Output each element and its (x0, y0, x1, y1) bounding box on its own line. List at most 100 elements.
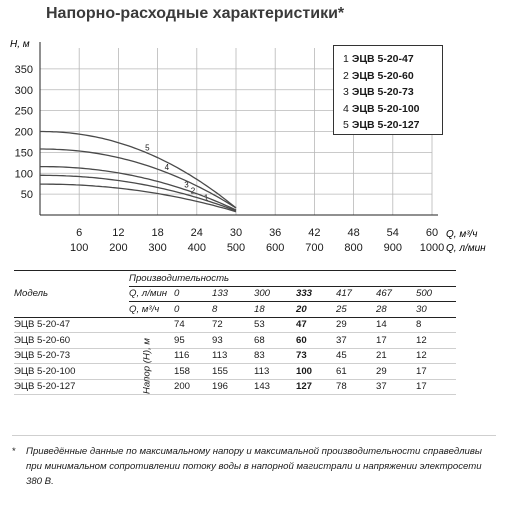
legend-number: 5 (343, 119, 349, 131)
legend-number: 1 (343, 53, 349, 65)
table-cell: 500 (416, 285, 456, 302)
table-cell: 333 (296, 285, 336, 302)
table-head-label: Напор (Н), м (141, 338, 153, 394)
table-cell: 83 (254, 348, 296, 364)
x-tick-label-m3h: 24 (191, 227, 203, 239)
table-cell: 8 (212, 301, 254, 318)
table-q-m3h-label: Q, м³/ч (129, 301, 174, 318)
table-cell: 417 (336, 285, 376, 302)
table-cell: 467 (376, 285, 416, 302)
table-cell: 29 (376, 363, 416, 380)
table-cell: 14 (376, 317, 416, 333)
curve-line (40, 174, 237, 212)
curve-label: 3 (184, 180, 189, 189)
y-tick-label: 300 (15, 85, 33, 97)
table-cell: 8 (416, 317, 456, 333)
table-cell: 200 (174, 379, 212, 395)
curve-label: 1 (204, 194, 209, 203)
x-tick-label-m3h: 12 (112, 227, 124, 239)
table-row: ЭЦВ 5-20-100 158 155 113 100 61 29 17 (14, 363, 456, 380)
y-tick-label: 50 (21, 189, 33, 201)
page-title: Напорно-расходные характеристики* (46, 5, 345, 22)
legend-item: 5 ЭЦВ 5-20-127 (343, 117, 442, 134)
table-cell: 17 (416, 363, 456, 380)
curve-line (40, 183, 237, 213)
table-cell: 12 (416, 332, 456, 349)
legend-label: ЭЦВ 5-20-73 (351, 86, 414, 98)
table-row: ЭЦВ 5-20-73 116 113 83 73 45 21 12 (14, 348, 456, 364)
table-cell: 78 (336, 379, 376, 395)
table-row: ЭЦВ 5-20-60 95 93 68 60 37 17 12 (14, 332, 456, 349)
legend-label: ЭЦВ 5-20-60 (351, 69, 414, 82)
x-tick-label-lmin: 900 (384, 242, 402, 254)
chart-curves: 123 4 5 (40, 130, 237, 213)
x-tick-label-lmin: 600 (266, 242, 284, 254)
table-cell: 29 (336, 317, 376, 333)
table-model-header: Модель (14, 288, 49, 300)
legend-number: 2 (343, 69, 349, 82)
table-q-lmin-label: Q, л/мин (129, 285, 174, 302)
table-model-cell: ЭЦВ 5-20-100 (14, 363, 129, 380)
table-cell: 37 (376, 379, 416, 395)
table-cell: 30 (416, 301, 456, 318)
x-tick-label-m3h: 6 (76, 227, 82, 239)
legend-label: ЭЦВ 5-20-100 (351, 102, 420, 115)
curve-label: 4 (165, 163, 170, 172)
table-model-cell: ЭЦВ 5-20-47 (14, 317, 129, 333)
table-cell: 28 (376, 301, 416, 318)
y-tick-label: 350 (15, 64, 33, 76)
y-tick-label: 100 (15, 168, 33, 180)
table-cell: 12 (416, 348, 456, 364)
table-cell: 300 (254, 285, 296, 302)
legend-label: ЭЦВ 5-20-47 (351, 53, 414, 65)
table-cell: 21 (376, 348, 416, 364)
table-cell: 47 (296, 317, 336, 333)
table-cell: 93 (212, 332, 254, 349)
legend-number: 4 (343, 102, 349, 115)
x-tick-label-m3h: 30 (230, 227, 242, 239)
chart-axes: 5010015020025030035061001220018300244003… (15, 42, 444, 254)
x-axis-label-lmin: Q, л/мин (446, 243, 486, 254)
y-tick-label: 200 (15, 127, 33, 139)
curve-label: 5 (145, 144, 150, 153)
x-tick-label-lmin: 100 (70, 242, 88, 254)
table-group-header: Производительность (129, 270, 456, 286)
x-tick-label-lmin: 200 (109, 242, 127, 254)
table-model-cell: ЭЦВ 5-20-60 (14, 332, 129, 349)
curve-label: 2 (191, 187, 196, 196)
table-cell: 113 (212, 348, 254, 364)
table-cell: 158 (174, 363, 212, 380)
legend-label: ЭЦВ 5-20-127 (351, 119, 420, 131)
y-tick-label: 150 (15, 147, 33, 159)
table-row: ЭЦВ 5-20-127 200 196 143 127 78 37 17 (14, 379, 456, 395)
table-cell: 74 (174, 317, 212, 333)
x-tick-label-m3h: 54 (387, 227, 399, 239)
table-cell: 17 (416, 379, 456, 395)
spec-table: Производительность Модель Q, л/мин 0 133… (14, 270, 456, 395)
table-cell: 37 (336, 332, 376, 349)
y-tick-label: 250 (15, 106, 33, 118)
footnote-star: * (12, 446, 16, 457)
table-cell: 95 (174, 332, 212, 349)
x-tick-label-lmin: 1000 (420, 242, 444, 254)
x-tick-label-lmin: 300 (148, 242, 166, 254)
x-tick-label-lmin: 400 (188, 242, 206, 254)
table-cell: 133 (212, 285, 254, 302)
legend-item: 3 ЭЦВ 5-20-73 (343, 84, 442, 101)
table-cell: 68 (254, 332, 296, 349)
table-cell: 0 (174, 285, 212, 302)
x-tick-label-lmin: 800 (344, 242, 362, 254)
table-cell: 45 (336, 348, 376, 364)
table-cell: 0 (174, 301, 212, 318)
head-flow-chart: 5010015020025030035061001220018300244003… (10, 39, 486, 254)
legend-item: 4 ЭЦВ 5-20-100 (343, 101, 442, 118)
chart-legend: 1 ЭЦВ 5-20-47 2 ЭЦВ 5-20-60 3 ЭЦВ 5-20-73 4… (333, 45, 443, 135)
table-row: ЭЦВ 5-20-47 74 72 53 47 29 14 8 (14, 317, 456, 333)
footnote: * Приведённые данные по максимальному на… (12, 444, 492, 489)
table-cell: 143 (254, 379, 296, 395)
x-tick-label-m3h: 18 (151, 227, 163, 239)
x-tick-label-m3h: 48 (347, 227, 359, 239)
legend-item: 1 ЭЦВ 5-20-47 (343, 51, 442, 68)
table-cell: 17 (376, 332, 416, 349)
y-axis-label: Н, м (10, 39, 30, 50)
